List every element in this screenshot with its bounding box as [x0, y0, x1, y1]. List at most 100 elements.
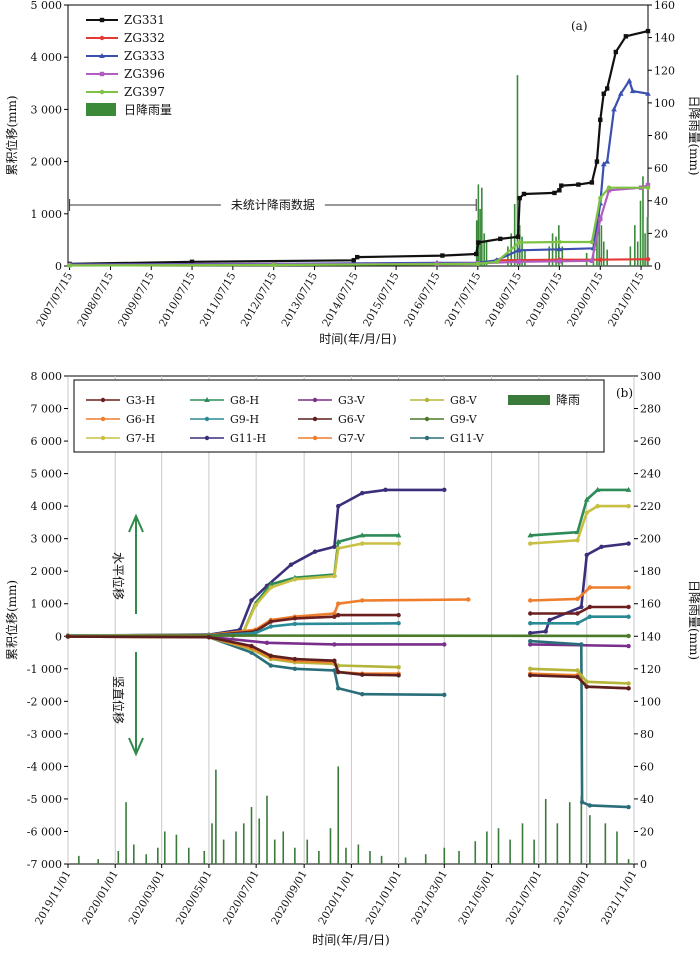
data-point-ZG331 — [559, 183, 564, 188]
data-point-G9-H — [292, 621, 298, 627]
data-point-ZG396 — [606, 188, 612, 193]
data-point-G6-V — [584, 684, 589, 689]
y-tick-label-right: 60 — [654, 162, 668, 175]
legend-label-G9-V: G9-V — [450, 413, 478, 426]
legend-marker-ZG333 — [99, 53, 105, 58]
rain-bar — [509, 839, 511, 864]
rain-bar — [555, 236, 557, 266]
panel-label-b: (b) — [616, 386, 633, 400]
data-point-G6-V — [268, 653, 274, 658]
rain-bar — [627, 859, 630, 864]
rain-bar — [306, 839, 309, 864]
y-tick-label-left: 8 000 — [31, 370, 63, 383]
rain-bar — [481, 187, 483, 266]
rain-bar — [521, 823, 524, 864]
legend-label-日降雨量: 日降雨量 — [124, 103, 172, 117]
series-line-ZG396 — [69, 184, 649, 267]
data-point-G11-V — [579, 642, 584, 647]
data-point-ZG331 — [351, 258, 356, 263]
rain-bar — [266, 795, 268, 864]
data-point-G11-V — [268, 663, 274, 668]
data-point-ZG397 — [516, 240, 522, 245]
rain-bar — [78, 855, 80, 864]
y-tick-label-left: 3 000 — [31, 533, 63, 546]
data-point-ZG331 — [623, 34, 629, 39]
series-line-G8-V — [530, 667, 629, 685]
legend-marker-ZG332 — [99, 35, 105, 41]
series-line-G9-H — [530, 615, 629, 625]
data-point-G3-H — [292, 616, 298, 621]
data-point-G11-H — [599, 544, 604, 549]
data-point-G3-V — [332, 642, 337, 647]
data-point-G6-V — [292, 656, 298, 662]
y-tick-label-left: 0 — [55, 630, 62, 643]
data-point-G3-V — [442, 642, 447, 647]
data-point-ZG333 — [515, 247, 522, 253]
data-point-G9-V — [626, 633, 631, 639]
data-point-G7-H — [292, 577, 298, 582]
data-point-ZG332 — [645, 257, 651, 262]
rain-bar — [580, 795, 583, 864]
data-point-G3-V — [528, 642, 533, 647]
x-tick-label: 2020/09/01 — [269, 869, 310, 927]
data-point-G6-V — [626, 686, 631, 691]
rain-bar — [424, 854, 427, 864]
rain-bar — [175, 834, 178, 864]
y-tick-label-right: 80 — [640, 728, 654, 741]
data-point-G6-H — [528, 598, 533, 603]
data-point-ZG397 — [271, 262, 276, 268]
legend-marker-G8-H — [204, 397, 210, 402]
rain-bar — [215, 769, 217, 864]
data-point-ZG397 — [67, 263, 72, 268]
data-point-G11-V — [332, 668, 337, 673]
data-point-G7-H — [396, 541, 401, 546]
data-point-G11-H — [528, 630, 533, 636]
x-tick-label: 2020/05/01 — [174, 869, 215, 927]
legend-marker-G8-V — [424, 397, 430, 403]
data-point-G6-V — [575, 674, 580, 680]
data-point-G7-H — [626, 503, 631, 509]
data-point-G9-H — [528, 621, 533, 626]
series-line-G6-V — [530, 674, 629, 690]
y-tick-label-right: 100 — [654, 97, 675, 110]
data-point-G11-H — [336, 503, 341, 509]
data-point-ZG331 — [557, 188, 562, 193]
data-point-G3-V — [626, 643, 631, 649]
data-point-G8-V — [528, 666, 533, 671]
data-point-G3-H — [332, 614, 337, 619]
data-point-G3-V — [264, 640, 270, 645]
y-tick-label-right: 40 — [640, 793, 654, 806]
data-point-G8-V — [396, 664, 401, 670]
y-tick-label-left: 0 — [55, 260, 62, 273]
legend-marker-G9-V — [424, 416, 430, 422]
y-tick-label-right: 0 — [654, 260, 661, 273]
legend-marker-ZG397 — [99, 89, 105, 95]
rain-bar — [345, 847, 347, 864]
y-tick-label-right: 120 — [640, 663, 661, 676]
rain-bar — [357, 844, 360, 864]
data-point-G11-V — [249, 650, 254, 655]
rain-bar — [616, 831, 618, 864]
y-tick-label-right: 180 — [640, 565, 661, 578]
x-tick-label: 2015/07/15 — [361, 271, 402, 329]
rain-bar — [145, 854, 148, 864]
data-point-ZG333 — [611, 106, 617, 112]
rain-bar — [646, 217, 649, 266]
rain-bar — [282, 831, 285, 864]
data-point-ZG396 — [516, 259, 521, 265]
legend-box-b — [73, 379, 605, 453]
data-point-G9-H — [587, 614, 593, 619]
rain-bar — [606, 249, 609, 266]
x-tick-label: 2020/11/01 — [316, 869, 357, 927]
y-tick-label-left: 2 000 — [31, 565, 63, 578]
y-tick-label-right: 20 — [654, 227, 668, 240]
x-tick-label: 2009/07/15 — [116, 271, 157, 329]
arrow-down-icon — [128, 737, 144, 757]
data-point-G3-H — [587, 604, 593, 610]
legend-marker-ZG396 — [99, 71, 105, 77]
data-point-G3-H — [336, 612, 341, 618]
panel-a: 2007/07/15 2008/07/15 2009/07/15 2010/07/15… — [4, 0, 700, 346]
rain-bar — [558, 225, 560, 266]
rain-bar — [337, 766, 340, 864]
rain-bar — [604, 823, 607, 864]
